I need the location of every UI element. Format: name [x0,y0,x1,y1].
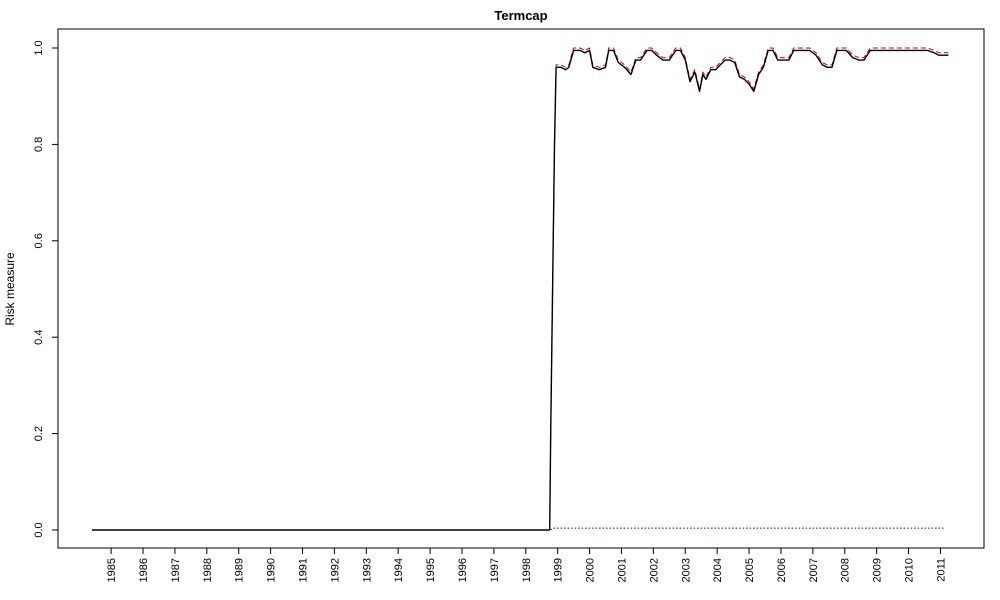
x-tick-label: 2010 [904,558,916,582]
x-tick-label: 1996 [457,558,469,582]
chart-title: Termcap [494,8,547,23]
x-tick-label: 2007 [808,558,820,582]
x-axis: 1985 1986 1987 1988 1989 1990 1991 1992 1993 1994… [106,548,947,582]
y-tick-label: 0.6 [33,233,45,248]
x-tick-label: 1986 [138,558,150,582]
x-tick-label: 2002 [648,558,660,582]
x-tick-label: 2000 [585,558,597,582]
series-line-solid [92,49,949,531]
x-tick-label: 1998 [521,558,533,582]
x-tick-label: 1993 [361,558,373,582]
x-tick-label: 1989 [234,558,246,582]
x-tick-label: 1985 [106,558,118,582]
x-tick-label: 2006 [776,558,788,582]
x-tick-label: 1997 [489,558,501,582]
x-tick-label: 1992 [329,558,341,582]
x-tick-label: 1987 [170,558,182,582]
x-tick-label: 1994 [393,558,405,582]
x-tick-label: 1991 [298,558,310,582]
x-tick-label: 1995 [425,558,437,582]
x-tick-label: 1999 [553,558,565,582]
y-axis-label: Risk measure [3,252,17,326]
x-tick-label: 2011 [935,558,947,582]
series-layer [92,47,949,531]
x-tick-label: 2003 [680,558,692,582]
x-tick-label: 2001 [616,558,628,582]
x-tick-label: 2005 [744,558,756,582]
series-line-dashed [92,47,949,531]
y-tick-label: 0.2 [33,426,45,441]
x-tick-label: 2008 [840,558,852,582]
y-tick-label: 0.4 [33,330,45,345]
x-tick-label: 1990 [266,558,278,582]
x-tick-label: 2004 [712,558,724,582]
plot-frame [57,28,985,549]
x-tick-label: 2009 [872,558,884,582]
y-tick-label: 0.0 [33,522,45,537]
y-axis: 0.0 0.2 0.4 0.6 0.8 1.0 [33,40,58,538]
x-tick-label: 1988 [202,558,214,582]
y-tick-label: 1.0 [33,40,45,55]
y-tick-label: 0.8 [33,137,45,152]
